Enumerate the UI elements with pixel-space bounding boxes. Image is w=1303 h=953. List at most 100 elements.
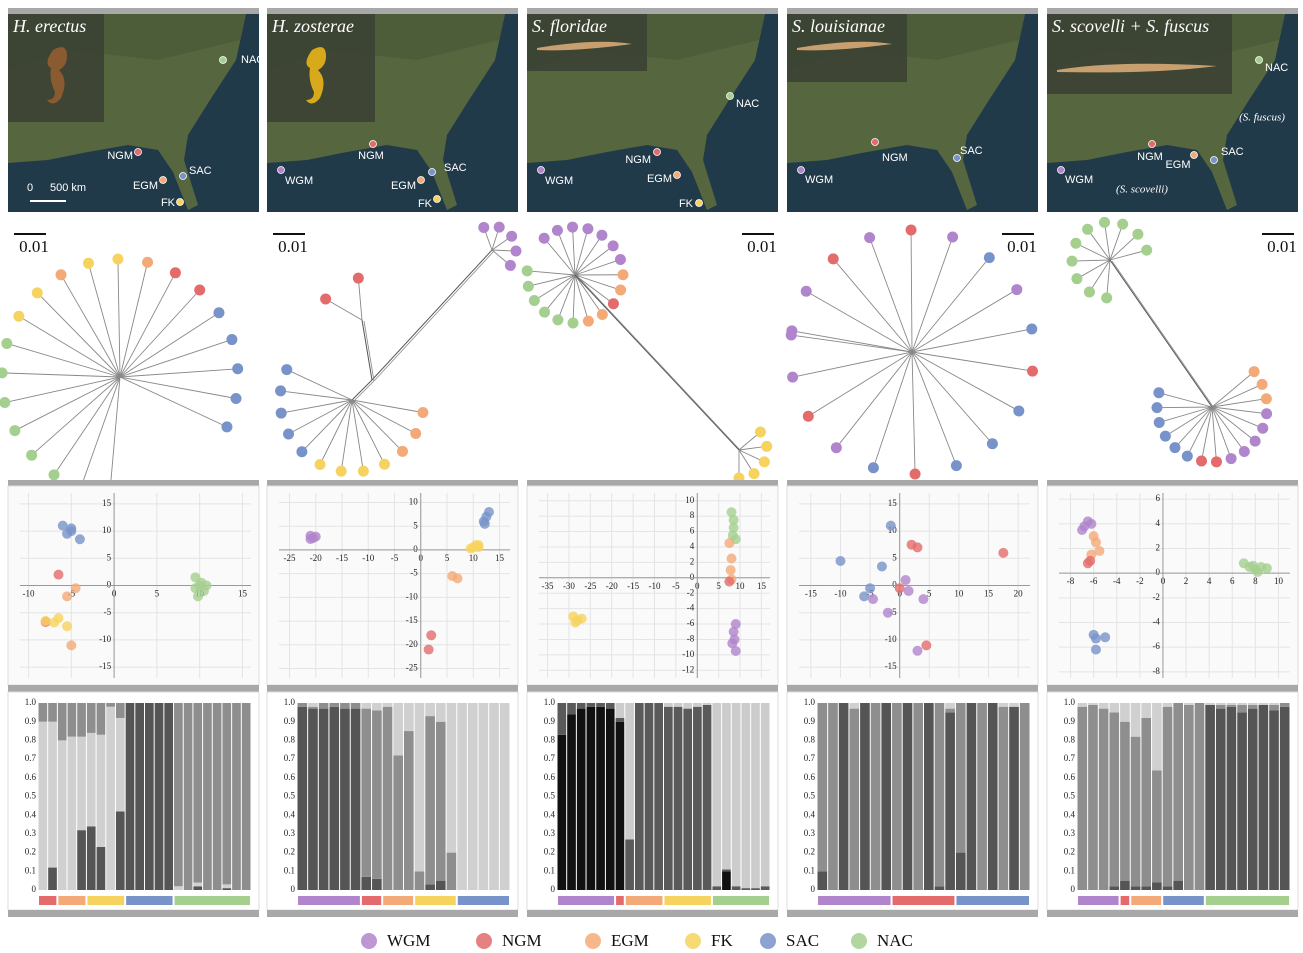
point xyxy=(471,540,481,550)
tree-leaf xyxy=(0,367,8,378)
tree-leaf xyxy=(761,441,772,452)
tree-branch xyxy=(534,275,575,300)
tree-leaf xyxy=(552,314,563,325)
y-tick-label: 0 xyxy=(1155,567,1160,577)
bar-segment xyxy=(596,707,605,890)
point xyxy=(1262,563,1272,573)
bar-segment xyxy=(587,703,596,707)
tree-leaf xyxy=(1261,393,1272,404)
bar-segment xyxy=(1120,881,1130,890)
bar-segment xyxy=(1120,703,1130,722)
tree-leaf xyxy=(1027,366,1038,377)
panel-bar xyxy=(267,480,518,486)
tree-leaf xyxy=(615,254,626,265)
tree-branch xyxy=(912,352,915,474)
tree-panel: 0.01 xyxy=(273,222,521,477)
y-tick-label: 0.3 xyxy=(804,828,816,838)
bar-segment xyxy=(1141,718,1151,886)
bar-segment xyxy=(193,883,202,887)
x-tick-label: 10 xyxy=(469,553,479,563)
y-tick-label: 0.9 xyxy=(544,716,556,726)
site-label: WGM xyxy=(805,174,833,186)
x-tick-label: 5 xyxy=(445,553,450,563)
tree-leaf xyxy=(523,281,534,292)
tree-leaf xyxy=(597,309,608,320)
tree-leaf xyxy=(32,287,43,298)
y-tick-label: 0.7 xyxy=(25,753,37,763)
panel-bar xyxy=(1047,480,1298,486)
tree-branch xyxy=(1112,261,1214,408)
tree-leaf xyxy=(1154,417,1165,428)
y-tick-label: 0.6 xyxy=(804,772,816,782)
map-panel: H. erectusNACNGMEGMSACFK0500 km xyxy=(8,8,264,212)
tree-leaf xyxy=(1101,292,1112,303)
bar-segment xyxy=(703,703,712,705)
site-dot xyxy=(418,177,425,184)
bar-segment xyxy=(913,703,923,890)
y-tick-label: -2 xyxy=(1152,592,1160,602)
tree-leaf xyxy=(787,372,798,383)
site-dot xyxy=(674,172,681,179)
bar-segment xyxy=(68,703,77,737)
tree-leaf xyxy=(397,446,408,457)
bar-segment xyxy=(340,703,350,709)
y-tick-label: 0.4 xyxy=(1064,809,1076,819)
y-tick-label: 0.2 xyxy=(284,847,295,857)
bar-segment xyxy=(68,737,77,890)
point xyxy=(1077,525,1087,535)
y-tick-label: 5 xyxy=(413,520,418,530)
bar-segment xyxy=(436,703,446,722)
bar-segment xyxy=(988,703,998,890)
bar-segment xyxy=(1269,705,1279,711)
x-tick-label: 5 xyxy=(716,581,721,591)
site-label: NGM xyxy=(358,150,384,162)
bar-segment xyxy=(468,703,478,890)
tree-branch xyxy=(326,299,362,320)
tree-branch xyxy=(912,258,989,352)
tree-leaf xyxy=(112,254,123,265)
bar-segment xyxy=(645,703,654,890)
y-tick-label: 0.1 xyxy=(25,865,36,875)
bar-segment xyxy=(1216,703,1226,705)
bar-segment xyxy=(945,709,955,713)
tree-leaf xyxy=(1257,379,1268,390)
legend-swatch xyxy=(476,933,492,949)
bar-segment xyxy=(174,886,183,890)
tree-leaf xyxy=(410,428,421,439)
y-tick-label: -4 xyxy=(687,603,695,613)
tree-leaf xyxy=(539,233,550,244)
site-dot xyxy=(1256,57,1263,64)
y-tick-label: 2 xyxy=(1155,543,1160,553)
bar-segment xyxy=(1248,709,1258,890)
tree-scale-label: 0.01 xyxy=(19,237,49,256)
y-tick-label: 0.2 xyxy=(25,847,36,857)
tree-leaf xyxy=(505,260,516,271)
population-strip xyxy=(1121,896,1130,905)
population-strip xyxy=(383,896,413,905)
bar-segment xyxy=(242,703,251,890)
tree-leaf xyxy=(231,393,242,404)
tree-leaf xyxy=(510,246,521,257)
tree-branch xyxy=(573,227,575,275)
legend-label: FK xyxy=(711,931,733,950)
panel-bar xyxy=(267,8,518,14)
x-tick-label: -30 xyxy=(563,581,575,591)
tree-leaf xyxy=(358,466,369,477)
bar-segment xyxy=(635,703,644,890)
bar-segment xyxy=(871,703,881,890)
y-tick-label: 1.0 xyxy=(1064,697,1076,707)
tree-branch xyxy=(912,290,1017,352)
tree-leaf xyxy=(749,468,760,479)
site-dot xyxy=(1058,167,1065,174)
y-tick-label: 10 xyxy=(685,495,695,505)
tree-branch xyxy=(793,352,912,377)
bar-segment xyxy=(818,871,828,890)
bar-segment xyxy=(1173,881,1183,890)
site-label: EGM xyxy=(391,180,416,192)
bar-segment xyxy=(447,853,457,890)
x-tick-label: -25 xyxy=(284,553,296,563)
bar-segment xyxy=(48,703,57,722)
panel-bar xyxy=(787,910,1038,917)
tree-leaf xyxy=(828,253,839,264)
tree-leaf xyxy=(1153,387,1164,398)
